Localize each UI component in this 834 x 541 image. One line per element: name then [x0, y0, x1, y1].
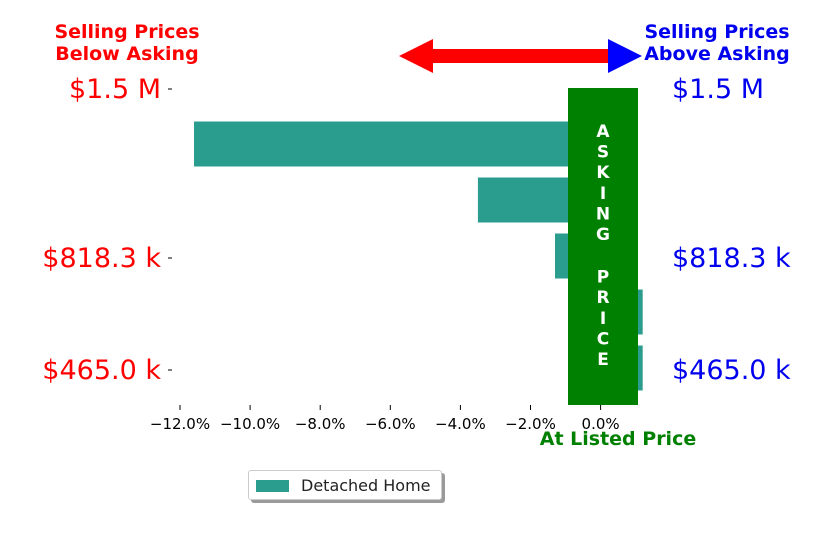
asking-price-letter: C: [597, 329, 609, 349]
left-tick-label: $465.0 k: [42, 355, 161, 386]
asking-price-caption: At Listed Price: [540, 428, 696, 450]
right-title: Above Asking: [644, 43, 790, 65]
x-tick-label: −6.0%: [365, 415, 416, 433]
x-tick-label: 0.0%: [582, 415, 620, 433]
asking-price-letter: I: [600, 309, 606, 329]
left-title: Selling Prices: [54, 21, 199, 43]
left-tick-label: $1.5 M: [69, 74, 161, 105]
right-tick-label: $465.0 k: [672, 355, 791, 386]
right-tick-label: $818.3 k: [672, 243, 791, 274]
asking-price-letter: N: [596, 204, 610, 224]
asking-price-letter: G: [596, 225, 610, 245]
left-tick-label: $818.3 k: [42, 243, 161, 274]
asking-price-letter: S: [597, 143, 609, 163]
x-tick-label: −10.0%: [220, 415, 280, 433]
right-tick-label: $1.5 M: [672, 74, 764, 105]
left-title: Below Asking: [55, 43, 198, 65]
arrow-right-head: [608, 39, 642, 73]
asking-price-letter: I: [600, 184, 606, 204]
asking-price-band: [568, 88, 638, 405]
x-tick-label: −4.0%: [435, 415, 486, 433]
legend: Detached Home: [248, 470, 442, 500]
legend-swatch: [256, 480, 289, 492]
x-tick-label: −8.0%: [295, 415, 346, 433]
legend-label: Detached Home: [301, 476, 431, 495]
asking-price-letter: P: [597, 268, 609, 288]
asking-price-letter: R: [596, 288, 609, 308]
x-tick-label: −12.0%: [150, 415, 210, 433]
bar-0: [194, 121, 601, 167]
asking-price-letter: K: [596, 163, 610, 183]
asking-price-letter: A: [596, 122, 610, 142]
arrow-left: [399, 39, 614, 73]
asking-price-letter: E: [597, 350, 609, 370]
right-title: Selling Prices: [644, 21, 789, 43]
x-tick-label: −2.0%: [505, 415, 556, 433]
